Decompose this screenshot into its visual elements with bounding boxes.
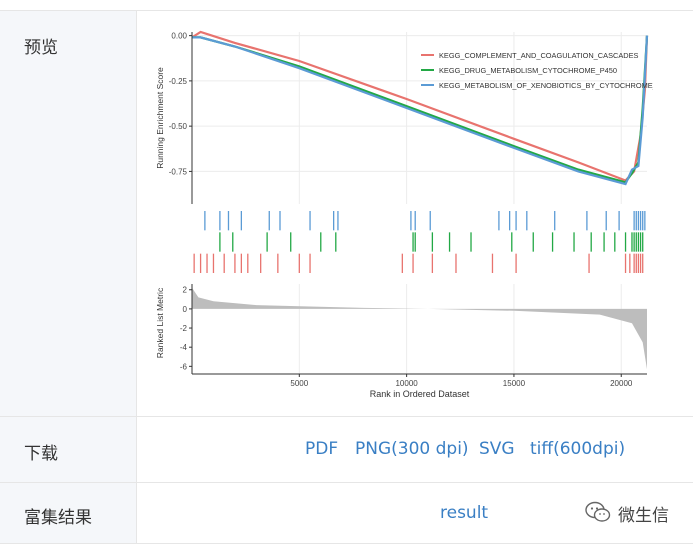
download-tiff-link[interactable]: tiff(600dpi) [530,439,626,459]
es-y-tick-label: -0.75 [169,167,188,176]
preview-label: 预览 [24,38,58,58]
x-tick-label: 5000 [290,379,308,388]
watermark-text: 微生信 [618,506,669,526]
hit-marks-panel [193,211,646,273]
es-y-axis-label: Running Enrichment Score [155,67,165,169]
chart-axes: 0.00 -0.25 -0.50 -0.75 Running Enrichment Sc… [155,32,647,399]
legend-label: KEGG_METABOLISM_OF_XENOBIOTICS_BY_CYTOCH… [439,81,660,90]
download-cell: PDF PNG(300 dpi) SVG tiff(600dpi) [137,417,693,483]
enrichment-score-panel [191,30,649,204]
ranked-list-panel [192,284,647,374]
es-line-kegg_metabolism_of_xenobiotics_by_cytochrome_p450 [192,35,649,186]
ranked-list-area [192,287,647,370]
x-tick-label: 10000 [395,379,418,388]
es-y-tick-label: 0.00 [171,32,187,41]
rank-y-tick-label: -2 [180,324,188,333]
download-png-link[interactable]: PNG(300 dpi) [355,439,469,459]
gsea-plot: 0.00 -0.25 -0.50 -0.75 Running Enrichment Sc… [155,30,660,399]
legend-label: KEGG_DRUG_METABOLISM_CYTOCHROME_P450 [439,66,617,75]
download-svg-link[interactable]: SVG [479,439,515,459]
enrichment-result-label-cell: 富集结果 [0,483,137,543]
rank-y-axis-label: Ranked List Metric [155,287,165,358]
rank-y-tick-label: 2 [183,286,188,295]
rank-y-tick-label: -6 [180,362,188,371]
download-pdf-link[interactable]: PDF [305,439,339,459]
enrichment-result-label: 富集结果 [24,508,92,528]
download-row: 下载 PDF PNG(300 dpi) SVG tiff(600dpi) [0,416,693,483]
result-link[interactable]: result [440,503,489,523]
download-label: 下载 [24,444,58,464]
x-tick-label: 15000 [503,379,526,388]
rank-y-tick-label: -4 [180,343,188,352]
chart-legend: KEGG_COMPLEMENT_AND_COAGULATION_CASCADES… [421,51,660,90]
legend-items: KEGG_COMPLEMENT_AND_COAGULATION_CASCADES… [421,51,660,90]
x-tick-label: 20000 [610,379,633,388]
download-label-cell: 下载 [0,417,137,483]
preview-label-cell: 预览 [0,11,137,417]
wechat-icon [585,501,611,522]
rank-y-tick-label: 0 [183,305,188,314]
es-y-tick-label: -0.50 [169,122,188,131]
x-axis-label: Rank in Ordered Dataset [370,389,470,399]
legend-label: KEGG_COMPLEMENT_AND_COAGULATION_CASCADES [439,51,639,60]
es-y-tick-label: -0.25 [169,77,188,86]
